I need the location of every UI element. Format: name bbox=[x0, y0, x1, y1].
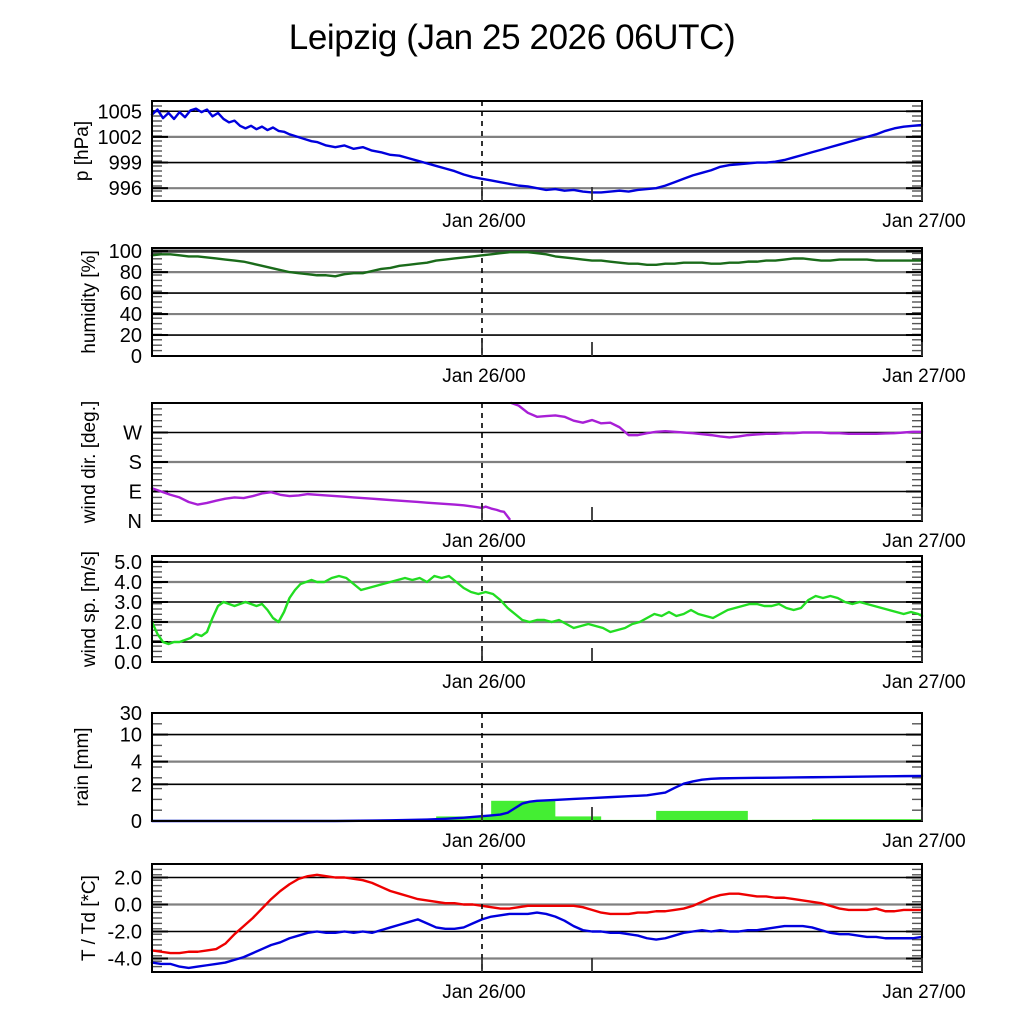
y-tick-label: 40 bbox=[120, 304, 142, 326]
x-tick-label: Jan 26/00 bbox=[442, 672, 525, 693]
x-tick-label: Jan 26/00 bbox=[442, 211, 525, 232]
y-axis-label: wind dir. [deg.] bbox=[79, 401, 100, 525]
rain-bar bbox=[656, 810, 748, 821]
y-axis-label: rain [mm] bbox=[72, 727, 93, 806]
panel-frame bbox=[151, 863, 923, 973]
y-tick-label: 999 bbox=[109, 153, 142, 175]
series-t bbox=[150, 873, 924, 955]
panel-frame bbox=[151, 247, 923, 357]
y-tick-label: E bbox=[129, 482, 142, 504]
y-axis-label: p [hPa] bbox=[72, 121, 93, 181]
series-p bbox=[150, 107, 924, 194]
x-tick-label: Jan 27/00 bbox=[882, 831, 965, 852]
x-tick-label: Jan 26/00 bbox=[442, 982, 525, 1003]
y-tick-label: 5.0 bbox=[114, 552, 142, 574]
y-tick-label: 80 bbox=[120, 262, 142, 284]
rain-bar bbox=[491, 800, 556, 821]
y-tick-label: 0 bbox=[131, 811, 142, 833]
y-axis-label: T / Td [*C] bbox=[79, 875, 100, 961]
y-tick-label: 1.0 bbox=[114, 632, 142, 654]
y-tick-label: 4.0 bbox=[114, 572, 142, 594]
x-tick-label: Jan 26/00 bbox=[442, 531, 525, 552]
y-tick-label: 2 bbox=[131, 774, 142, 796]
y-tick-label: 0.0 bbox=[114, 895, 142, 917]
y-axis-label: humidity [%] bbox=[79, 250, 100, 353]
panel-frame bbox=[151, 712, 923, 822]
y-tick-label: 60 bbox=[120, 283, 142, 305]
series-wind-speed bbox=[150, 574, 924, 646]
y-tick-label: -4.0 bbox=[108, 949, 142, 971]
series-relative-humidity bbox=[150, 250, 924, 278]
panel-temperature: -4.0 -2.0 0.0 2.0 T / Td [*C] Jan 26/00 Jan 27… bbox=[79, 863, 966, 1003]
y-tick-label: 2.0 bbox=[114, 612, 142, 634]
panel-frame bbox=[151, 100, 923, 202]
y-tick-label: N bbox=[128, 511, 142, 533]
y-tick-label: -2.0 bbox=[108, 922, 142, 944]
series-wind-direction-wrapped- bbox=[510, 401, 924, 439]
x-tick-label: Jan 27/00 bbox=[882, 531, 965, 552]
panel-frame bbox=[151, 402, 923, 522]
y-tick-label: 0 bbox=[131, 346, 142, 368]
series-wind-direction bbox=[150, 487, 511, 521]
y-tick-label: 2.0 bbox=[114, 868, 142, 890]
y-tick-label: 0.0 bbox=[114, 652, 142, 674]
series-td bbox=[150, 911, 924, 970]
y-tick-label: 996 bbox=[109, 178, 142, 200]
x-tick-label: Jan 27/00 bbox=[882, 672, 965, 693]
x-tick-label: Jan 27/00 bbox=[882, 211, 965, 232]
y-tick-label: 30 bbox=[120, 703, 142, 725]
x-tick-label: Jan 27/00 bbox=[882, 982, 965, 1003]
y-tick-label: 100 bbox=[109, 241, 142, 263]
y-tick-label: 1005 bbox=[98, 101, 143, 123]
y-tick-label: 20 bbox=[120, 325, 142, 347]
y-tick-label: 10 bbox=[120, 725, 142, 747]
panel-wind_speed: 0.01.02.03.04.05.0 wind sp. [m/s] Jan 26/0… bbox=[79, 551, 966, 693]
x-tick-label: Jan 27/00 bbox=[882, 366, 965, 387]
x-tick-label: Jan 26/00 bbox=[442, 831, 525, 852]
y-axis-label: wind sp. [m/s] bbox=[79, 551, 100, 668]
panel-frame bbox=[151, 555, 923, 663]
y-tick-label: W bbox=[123, 423, 142, 445]
y-tick-label: 3.0 bbox=[114, 592, 142, 614]
y-tick-label: S bbox=[129, 452, 142, 474]
page-title: Leipzig (Jan 25 2026 06UTC) bbox=[288, 18, 736, 57]
y-tick-label: 1002 bbox=[98, 127, 143, 149]
x-tick-label: Jan 26/00 bbox=[442, 366, 525, 387]
y-tick-label: 4 bbox=[131, 752, 142, 774]
